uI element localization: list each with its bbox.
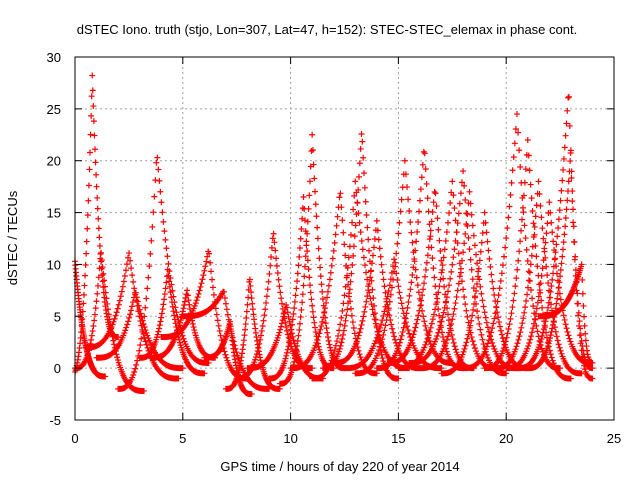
x-tick-label: 0: [71, 431, 78, 446]
x-tick-label: 20: [499, 431, 513, 446]
y-tick-label: 15: [47, 206, 61, 221]
y-tick-labels: -5 0 5 10 15 20 25 30: [47, 50, 61, 428]
arc-29: [481, 136, 574, 382]
x-axis-label: GPS time / hours of day 220 of year 2014: [220, 459, 459, 474]
data-layer: [72, 72, 596, 398]
y-tick-label: 0: [54, 361, 61, 376]
y-tick-label: 30: [47, 50, 61, 65]
x-tick-label: 5: [179, 431, 186, 446]
y-tick-label: 20: [47, 154, 61, 169]
arc-6: [136, 266, 208, 377]
arc-10: [201, 318, 255, 398]
x-tick-label: 25: [607, 431, 621, 446]
tick-marks: [74, 56, 615, 421]
x-tick-label: 15: [391, 431, 405, 446]
arc-18: [319, 130, 402, 382]
x-tick-label: 10: [283, 431, 297, 446]
chart-title: dSTEC Iono. truth (stjo, Lon=307, Lat=47…: [77, 22, 577, 37]
arc-28: [460, 111, 564, 372]
arc-5: [115, 154, 212, 392]
y-tick-label: -5: [49, 413, 61, 428]
y-tick-label: 5: [54, 309, 61, 324]
arc-33: [524, 147, 596, 372]
x-tick-labels: 0 5 10 15 20 25: [71, 431, 621, 446]
series-0: [72, 72, 596, 398]
y-tick-label: 25: [47, 102, 61, 117]
arc-21: [352, 157, 456, 377]
plot-area-border: [74, 56, 615, 421]
y-axis-label: dSTEC / TECUs: [5, 190, 20, 285]
arc-34: [535, 261, 596, 366]
y-tick-label: 10: [47, 257, 61, 272]
arc-22: [373, 148, 467, 372]
